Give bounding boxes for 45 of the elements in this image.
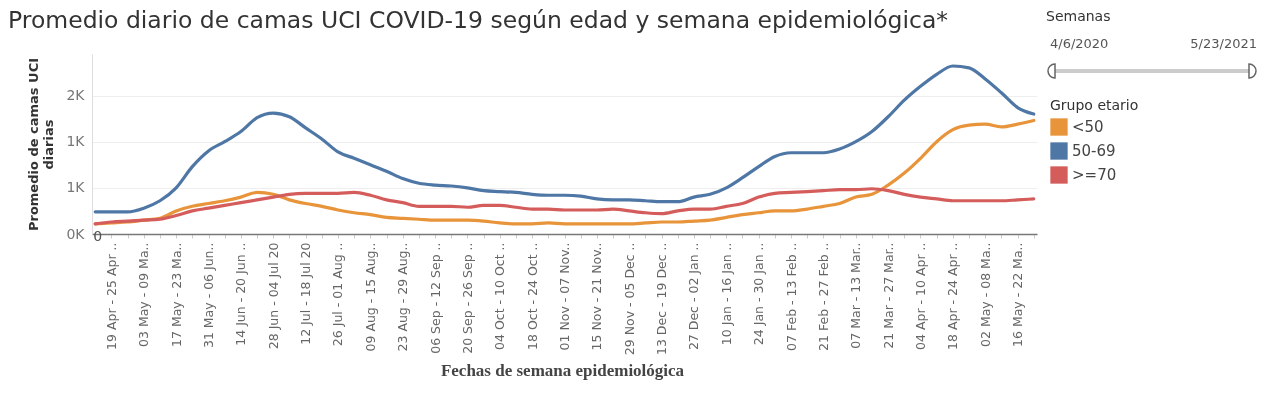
legend-label: >=70 <box>1072 166 1117 184</box>
x-tick-label: 18 Oct - 24 Oct .. <box>524 242 540 350</box>
x-tick-label: 20 Sep - 26 Sep .. <box>459 242 475 354</box>
x-tick-label: 04 Apr - 10 Apr .. <box>912 242 928 350</box>
x-tick-label: 18 Apr - 24 Apr .. <box>945 242 961 350</box>
x-tick-label: 01 Nov - 07 Nov.. <box>557 242 572 351</box>
line-series <box>93 64 1036 214</box>
x-tick-label: 14 Jun - 20 Jun .. <box>233 242 249 346</box>
x-tick-label: 07 Mar - 13 Mar.. <box>848 242 864 349</box>
legend-title: Grupo etario <box>1050 97 1139 113</box>
x-tick-label: 19 Apr - 25 Apr .. <box>103 242 119 350</box>
text: 5/23/2021 <box>1190 36 1257 51</box>
x-tick-label: 07 Feb - 13 Feb .. <box>783 242 799 351</box>
x-tick-label: 12 Jul - 18 Jul 20 <box>298 242 314 345</box>
x-tick-label: 09 Aug - 15 Aug.. <box>362 242 378 352</box>
x-tick-label: 21 Mar - 27 Mar.. <box>880 242 896 349</box>
x-tick-label: 02 May - 08 Ma.. <box>977 242 993 347</box>
y-tick-label: 1K <box>66 133 86 150</box>
x-tick-label: 06 Sep - 12 Sep .. <box>427 242 443 354</box>
y-tick-label: 1K <box>66 179 86 196</box>
x-tick-label: 16 May - 22 Ma.. <box>1010 242 1026 347</box>
x-tick-label: 13 Dec - 19 Dec .. <box>654 242 670 356</box>
x-tick-label: 21 Feb - 27 Feb .. <box>815 242 831 351</box>
x-tick-label: 03 May - 09 Ma.. <box>136 242 152 347</box>
x-tick-label: 27 Dec - 02 Jan .. <box>686 242 702 351</box>
x-tick-label: 29 Nov - 05 Dec .. <box>621 242 637 356</box>
x-tick-label: 04 Oct - 10 Oct .. <box>492 242 508 350</box>
x-tick-label: 23 Aug - 29 Aug.. <box>395 242 411 352</box>
x-tick-label: 24 Jan - 30 Jan .. <box>751 242 767 346</box>
line-series <box>93 187 1036 226</box>
x-axis-title: Fechas de semana epidemiológica <box>440 361 685 381</box>
text: 4/6/2020 <box>1050 36 1109 51</box>
legend-label: <50 <box>1072 118 1104 136</box>
x-tick-label: 15 Nov - 21 Nov.. <box>589 242 605 351</box>
legend-label: 50-69 <box>1072 142 1116 160</box>
text: Semanas <box>1046 8 1111 24</box>
x-tick-label: 26 Jul - 01 Aug .. <box>330 242 346 347</box>
x-tick-label: 17 May - 23 Ma.. <box>168 242 184 347</box>
x-tick-label: 31 May - 06 Jun.. <box>201 242 217 349</box>
y-tick-label: 0K <box>66 225 86 242</box>
chart-title: Promedio diario de camas UCI COVID-19 según edad y semana epidemiológica* <box>8 5 949 34</box>
y-axis-title: Promedio de camas UCI diarias <box>26 57 57 232</box>
x-tick-label: 10 Jan - 16 Jan .. <box>718 242 734 346</box>
y-tick-label: 2K <box>66 87 86 104</box>
x-tick-label: 28 Jun - 04 Jul 20 <box>265 242 281 350</box>
